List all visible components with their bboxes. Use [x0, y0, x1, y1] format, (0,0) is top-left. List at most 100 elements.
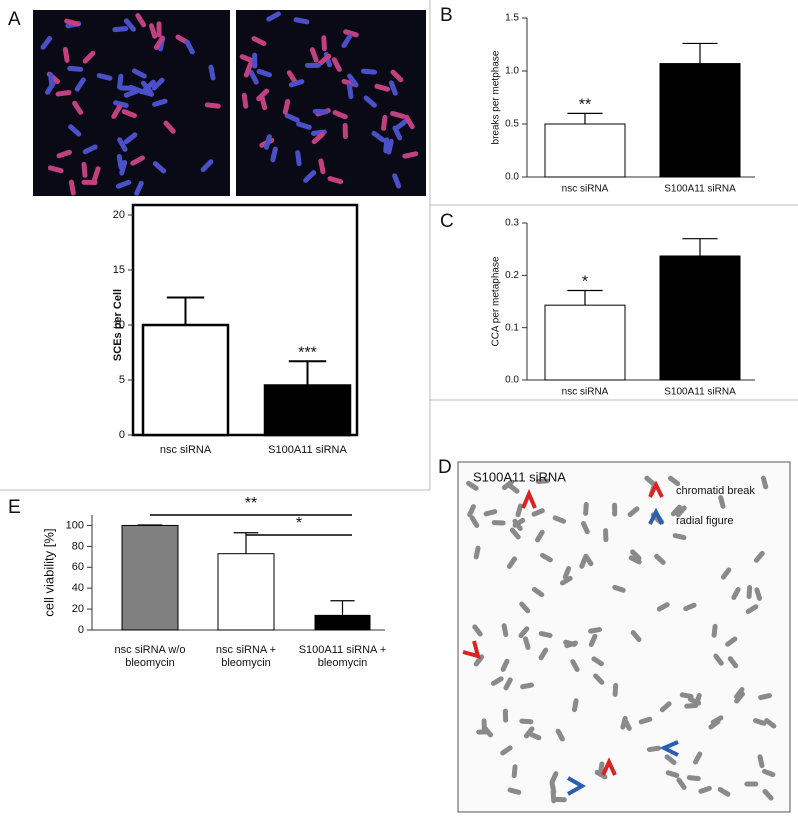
- chromosome: [152, 98, 168, 107]
- bar: [141, 323, 230, 437]
- chromosome: [535, 529, 545, 543]
- chromosome: [501, 623, 509, 638]
- chromosome: [153, 35, 165, 50]
- chromosome: [388, 80, 398, 96]
- chromosome: [82, 144, 98, 155]
- chromosome: [309, 47, 319, 63]
- chromosome: [381, 114, 388, 131]
- chromosome: [580, 521, 590, 535]
- y-tick-label: 20: [72, 603, 84, 615]
- y-tick-label: 0.1: [505, 322, 519, 333]
- chromosome: [47, 165, 64, 174]
- chromosome: [332, 110, 348, 120]
- chromosome: [672, 533, 687, 541]
- bar: [544, 123, 626, 178]
- chromosome: [656, 602, 670, 612]
- significance: **: [579, 97, 591, 114]
- chromosome: [371, 130, 386, 143]
- chromosome: [593, 673, 605, 685]
- chromosome: [123, 18, 136, 32]
- chromosome: [725, 636, 738, 647]
- chromosome: [531, 508, 545, 517]
- y-tick-label: 0.2: [505, 270, 519, 281]
- chromosome: [667, 475, 681, 487]
- chromosome: [500, 745, 513, 756]
- chromosome: [538, 631, 553, 638]
- chromosome: [341, 33, 353, 49]
- y-tick-label: 10: [113, 319, 125, 331]
- y-tick-label: 15: [113, 264, 125, 276]
- chromosome: [64, 18, 80, 27]
- chromosome: [472, 624, 483, 637]
- y-axis-label: breaks per metphase: [491, 50, 502, 144]
- x-tick-label: nsc siRNA w/o: [115, 644, 186, 656]
- chromosome: [469, 515, 480, 528]
- chromosome: [55, 90, 72, 97]
- chromosomes: [466, 475, 777, 804]
- chromosome: [528, 731, 542, 741]
- chromosome: [506, 556, 517, 569]
- chromosome: [627, 506, 640, 518]
- chromosome: [708, 719, 721, 730]
- chromosome: [591, 656, 604, 667]
- chromosome: [152, 161, 167, 174]
- panel-letter: D: [438, 457, 452, 478]
- chromosome: [295, 150, 302, 167]
- chromosome: [363, 95, 377, 108]
- chromosome: [390, 110, 406, 119]
- chromosome: [303, 170, 317, 183]
- chromosome: [40, 35, 53, 50]
- chromosome: [286, 70, 298, 85]
- chromosome: [612, 682, 619, 697]
- bar: [217, 553, 275, 631]
- chromosome: [646, 745, 661, 753]
- chromosome: [758, 693, 772, 701]
- chromosome: [318, 158, 326, 175]
- chromosome: [342, 123, 348, 139]
- chromosome: [509, 527, 521, 540]
- chromosome: [675, 505, 687, 518]
- chromosome: [466, 480, 479, 491]
- y-tick-label: 0.3: [505, 218, 519, 229]
- chromosome: [686, 775, 701, 782]
- chromosome: [402, 151, 419, 159]
- chromosome: [491, 520, 506, 526]
- x-tick-label: S100A11 siRNA +: [299, 644, 387, 656]
- chromosome: [659, 701, 672, 713]
- chromosome: [588, 627, 602, 634]
- chromosome: [81, 161, 88, 178]
- chromosome: [243, 62, 253, 78]
- arrow: [601, 757, 617, 776]
- chromosome: [252, 52, 258, 69]
- chromosome: [113, 100, 129, 108]
- x-tick-label: S100A11 siRNA: [268, 444, 347, 456]
- chromosome: [693, 751, 703, 765]
- x-tick-label: nsc siRNA +: [216, 644, 276, 656]
- chromosome: [684, 703, 699, 709]
- chromosome: [588, 633, 598, 648]
- significance: **: [245, 495, 257, 512]
- chromosome: [727, 656, 739, 669]
- chromosome: [711, 623, 718, 638]
- panel-letter: E: [8, 497, 21, 518]
- chromosome: [270, 146, 278, 163]
- chromosome: [757, 754, 765, 769]
- chromosome: [731, 587, 741, 600]
- chromosome: [304, 62, 321, 68]
- chromosome: [500, 658, 510, 672]
- chromosome: [251, 36, 267, 46]
- y-tick-label: 5: [119, 374, 125, 386]
- arrow: [659, 740, 679, 757]
- chromosome: [490, 676, 504, 686]
- chromosome: [628, 555, 642, 565]
- chromosome: [148, 23, 158, 39]
- chromosome: [68, 179, 76, 196]
- chromosome: [503, 677, 513, 691]
- chromosome: [507, 483, 520, 494]
- chromosome: [679, 692, 694, 699]
- arrow: [521, 488, 537, 509]
- chromosome: [130, 155, 145, 166]
- x-tick-label: S100A11 siRNA: [664, 184, 736, 195]
- chromosome: [594, 769, 608, 780]
